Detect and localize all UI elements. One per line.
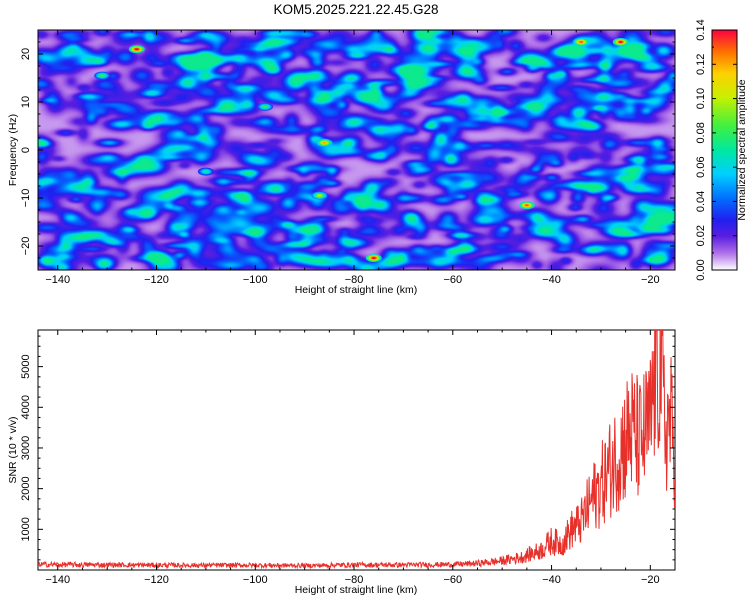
colorbar-tick-label: 0.00 xyxy=(695,259,707,280)
heatmap-xlabel: Height of straight line (km) xyxy=(295,284,418,296)
y-tick-label: −20 xyxy=(20,237,32,256)
x-tick-label: −80 xyxy=(345,574,364,586)
heatmap-peak-level xyxy=(203,170,208,173)
colorbar-tick-label: 0.04 xyxy=(695,191,707,212)
heatmap-raster xyxy=(38,30,675,270)
heatmap-peak xyxy=(573,38,590,46)
line-axes: −140 −120 −100 −80 −60 −40 −20 1000 2000 3000 4000… xyxy=(20,330,676,586)
y-tick-label: 1000 xyxy=(20,517,32,541)
x-tick-label: −140 xyxy=(45,274,70,286)
colorbar-tick-label: 0.12 xyxy=(695,54,707,75)
x-tick-label: −60 xyxy=(443,574,462,586)
heatmap-peak-level xyxy=(371,257,376,259)
x-tick-label: −100 xyxy=(243,274,268,286)
heatmap-peak xyxy=(612,38,629,46)
heatmap-peak xyxy=(94,71,111,80)
heatmap-canvas xyxy=(38,30,675,270)
heatmap-peak-level xyxy=(322,141,327,144)
y-tick-label: 10 xyxy=(20,96,32,108)
snr-series-line xyxy=(38,330,675,570)
x-tick-label: −60 xyxy=(443,274,462,286)
heatmap-peak-level xyxy=(263,105,268,108)
x-tick-label: −120 xyxy=(144,574,169,586)
colorbar-tick-label: 0.02 xyxy=(695,225,707,246)
colorbar-tick-label: 0.08 xyxy=(695,122,707,143)
y-tick-label: 5000 xyxy=(20,354,32,378)
heatmap-peak xyxy=(518,201,535,210)
heatmap-peak xyxy=(197,167,214,176)
colorbar-gradient xyxy=(711,29,738,271)
heatmap-peak-level xyxy=(579,41,584,43)
x-tick-label: −20 xyxy=(641,274,660,286)
colorbar: 0.00 0.02 0.04 0.06 0.08 0.10 0.12 0.14 Normali… xyxy=(695,19,748,280)
colorbar-tick-label: 0.14 xyxy=(695,19,707,40)
heatmap-peak xyxy=(257,102,274,111)
heatmap-peak xyxy=(128,45,145,54)
chart-title: KOM5.2025.221.22.45.G28 xyxy=(273,2,438,17)
y-tick-label: −10 xyxy=(20,189,32,208)
heatmap-peaks xyxy=(94,38,629,262)
y-tick-label: 3000 xyxy=(20,436,32,460)
heatmap-peak-level xyxy=(134,48,139,51)
y-tick-label: 4000 xyxy=(20,395,32,419)
x-tick-label: −100 xyxy=(243,574,268,586)
y-tick-label: 2000 xyxy=(20,476,32,500)
colorbar-ticks: 0.00 0.02 0.04 0.06 0.08 0.10 0.12 0.14 xyxy=(695,19,737,281)
x-tick-label: −80 xyxy=(345,274,364,286)
line-panel: −140 −120 −100 −80 −60 −40 −20 1000 2000 3000 4000… xyxy=(7,329,676,596)
y-tick-label: 20 xyxy=(20,48,32,60)
heatmap-peak-level xyxy=(524,204,529,207)
heatmap-peak-level xyxy=(618,41,623,43)
line-ylabel: SNR (10 * v/v) xyxy=(7,416,19,483)
heatmap-peak xyxy=(365,254,382,262)
x-tick-label: −120 xyxy=(144,274,169,286)
heatmap-peak-level xyxy=(317,194,322,197)
colorbar-tick-label: 0.06 xyxy=(695,156,707,177)
x-tick-label: −40 xyxy=(542,274,561,286)
colorbar-tick-label: 0.10 xyxy=(695,88,707,109)
x-tick-label: −140 xyxy=(45,574,70,586)
heatmap-peak-level xyxy=(100,74,105,77)
y-tick-label: 0 xyxy=(20,147,32,153)
heatmap-peak xyxy=(316,138,333,147)
x-tick-label: −20 xyxy=(641,574,660,586)
line-plot-frame xyxy=(37,329,676,571)
colorbar-label: Normalized spectral amplitude xyxy=(736,79,748,220)
heatmap-peak xyxy=(311,191,328,200)
x-tick-label: −40 xyxy=(542,574,561,586)
heatmap-ylabel: Frequency (Hz) xyxy=(7,114,19,186)
line-xlabel: Height of straight line (km) xyxy=(295,584,418,596)
